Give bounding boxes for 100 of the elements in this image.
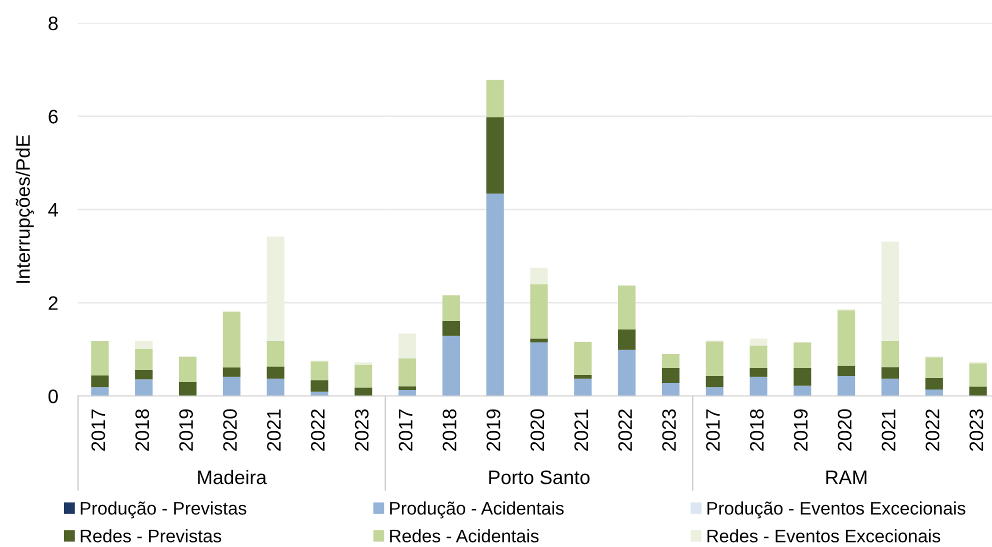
bar xyxy=(222,368,240,377)
bar xyxy=(530,342,548,396)
bar xyxy=(881,378,900,396)
bar xyxy=(178,356,197,382)
bar xyxy=(266,340,284,367)
bar xyxy=(135,370,153,380)
bar xyxy=(310,362,328,380)
y-tick-label: 2 xyxy=(48,296,58,310)
bar xyxy=(750,368,768,377)
bar xyxy=(574,375,592,379)
bar xyxy=(530,268,548,284)
bar xyxy=(794,386,812,396)
x-tick-label: 2020 xyxy=(223,409,237,451)
y-axis-title: Interrupções/PdE xyxy=(16,135,34,283)
bar xyxy=(398,358,416,386)
bar xyxy=(969,363,987,387)
bar xyxy=(178,382,197,396)
legend-label: Redes - Eventos Excecionais xyxy=(708,529,940,542)
bar xyxy=(354,362,372,365)
bar xyxy=(91,375,109,388)
legend-label: Produção - Acidentais xyxy=(390,501,564,518)
bar xyxy=(662,382,680,396)
bar xyxy=(354,388,372,396)
bar xyxy=(398,386,416,390)
bar xyxy=(442,336,460,396)
bar xyxy=(486,80,504,118)
x-tick-label: 2018 xyxy=(442,409,456,451)
bar xyxy=(925,389,943,396)
bar xyxy=(750,338,768,346)
x-tick-label: 2017 xyxy=(706,409,720,451)
bar xyxy=(662,368,680,383)
x-tick-label: 2022 xyxy=(926,409,940,451)
x-tick-label: 2022 xyxy=(310,409,325,451)
bar xyxy=(398,334,416,358)
bar xyxy=(618,329,636,350)
bar xyxy=(969,386,987,396)
x-tick-label: 2018 xyxy=(135,409,150,451)
bar xyxy=(838,376,856,396)
bar xyxy=(574,342,592,376)
legend-label: Produção - Previstas xyxy=(80,501,246,518)
bar xyxy=(398,390,416,396)
bar xyxy=(222,376,240,396)
y-tick-label: 6 xyxy=(48,110,58,124)
bar xyxy=(662,354,680,368)
x-tick-label: 2023 xyxy=(662,409,676,451)
bar xyxy=(135,379,153,396)
x-axis-title: Porto Santo xyxy=(489,470,590,484)
x-tick-label: 2023 xyxy=(970,409,984,451)
x-axis-title: RAM xyxy=(826,470,866,484)
y-tick-label: 4 xyxy=(48,203,58,217)
x-tick-label: 2019 xyxy=(794,409,808,451)
bar xyxy=(881,340,900,368)
x-axis-title: Madeira xyxy=(198,470,267,484)
bar xyxy=(706,341,724,376)
bar xyxy=(135,340,153,349)
x-tick-label: 2017 xyxy=(398,409,413,451)
bar xyxy=(925,378,943,390)
bar xyxy=(838,366,856,376)
bar xyxy=(442,295,460,321)
x-tick-label: 2021 xyxy=(574,409,588,451)
bar xyxy=(310,380,328,392)
bar xyxy=(794,368,812,386)
bar xyxy=(750,346,768,368)
x-tick-label: 2021 xyxy=(267,409,281,451)
y-tick-label: 0 xyxy=(48,389,58,404)
bar xyxy=(91,340,109,376)
bar xyxy=(838,310,856,366)
bar xyxy=(135,348,153,370)
bar xyxy=(574,378,592,396)
x-tick-label: 2018 xyxy=(750,409,764,451)
bar xyxy=(354,364,372,388)
bar xyxy=(618,286,636,330)
bar xyxy=(266,378,284,396)
legend-label: Produção - Eventos Excecionais xyxy=(708,501,966,518)
bar xyxy=(530,284,548,339)
bar xyxy=(222,312,240,368)
bar xyxy=(486,194,504,396)
bar xyxy=(706,387,724,396)
bar xyxy=(442,320,460,336)
x-tick-label: 2019 xyxy=(486,409,500,451)
x-tick-label: 2020 xyxy=(530,409,544,451)
bar xyxy=(881,367,900,379)
bar xyxy=(530,338,548,342)
legend-label: Redes - Previstas xyxy=(80,529,222,542)
x-tick-label: 2022 xyxy=(618,409,632,451)
bar xyxy=(750,376,768,396)
y-tick-label: 8 xyxy=(48,16,58,30)
legend-label: Redes - Acidentais xyxy=(390,529,539,542)
x-tick-label: 2019 xyxy=(179,409,193,451)
bar xyxy=(618,350,636,396)
bar xyxy=(706,376,724,388)
bar xyxy=(794,342,812,368)
x-tick-label: 2023 xyxy=(354,409,369,451)
bar xyxy=(925,357,943,378)
x-tick-label: 2020 xyxy=(838,409,852,451)
bar xyxy=(486,117,504,194)
bar xyxy=(91,387,109,396)
bar xyxy=(266,366,284,379)
x-tick-label: 2017 xyxy=(91,409,106,451)
x-tick-label: 2021 xyxy=(882,409,896,451)
